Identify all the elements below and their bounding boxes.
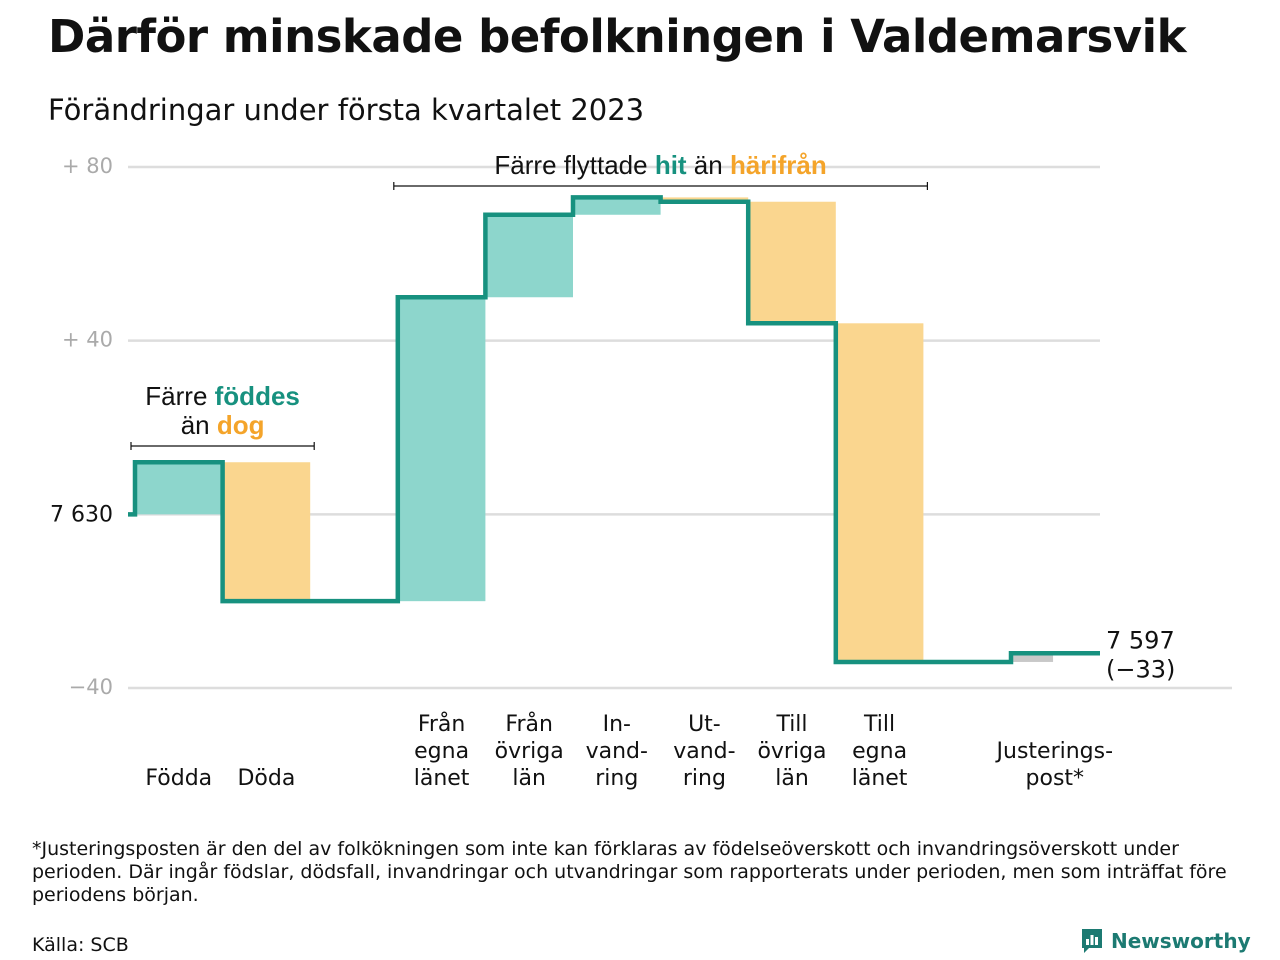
y-tick-label: + 80 <box>62 154 113 178</box>
annotation-segment: Färre flyttade <box>494 150 654 180</box>
category-label: Justerings- <box>995 739 1114 764</box>
newsworthy-icon <box>1082 929 1102 953</box>
bar-adjustment <box>1011 653 1054 662</box>
brand-name: Newsworthy <box>1111 929 1251 953</box>
category-label: län <box>512 766 546 791</box>
category-label: ring <box>683 766 726 791</box>
annotation-segment: än <box>687 150 730 180</box>
category-label: övriga <box>757 739 826 764</box>
category-label: länet <box>852 766 908 791</box>
chart-subtitle: Förändringar under första kvartalet 2023 <box>48 93 645 127</box>
category-label: län <box>775 766 809 791</box>
category-label: Ut- <box>688 712 721 737</box>
footnote: *Justeringsposten är den del av folkökni… <box>32 838 1227 906</box>
bar-decrease <box>835 323 924 662</box>
bar-decrease <box>222 462 311 602</box>
y-tick-label: −40 <box>69 675 113 699</box>
end-change-label: (−33) <box>1106 655 1175 683</box>
category-label: egna <box>414 739 469 764</box>
chart-title: Därför minskade befolkningen i Valdemars… <box>48 10 1187 63</box>
annotation-segment: dog <box>217 410 265 440</box>
annotation-segment: härifrån <box>730 150 827 180</box>
annotation-segment: föddes <box>215 381 300 411</box>
category-label: vand- <box>586 739 648 764</box>
bar-increase <box>397 297 486 602</box>
category-label: Till <box>863 712 895 737</box>
category-label: övriga <box>495 739 564 764</box>
annotation-text: Färre föddes <box>145 381 300 411</box>
bar-increase <box>135 462 223 515</box>
category-label: Till <box>775 712 807 737</box>
annotation-text: än dog <box>181 410 265 440</box>
category-label: egna <box>852 739 907 764</box>
bar-decrease <box>748 201 836 324</box>
category-label: länet <box>414 766 470 791</box>
start-value-label: 7 630 <box>50 502 113 527</box>
annotation-text: Färre flyttade hit än härifrån <box>494 150 826 180</box>
brand-logo: Newsworthy <box>1080 928 1251 954</box>
category-label: Från <box>505 711 553 737</box>
category-label: Från <box>418 711 466 737</box>
source-label: Källa: SCB <box>32 934 129 956</box>
category-label: ring <box>595 766 638 791</box>
cumulative-line <box>128 195 1100 665</box>
category-label: Födda <box>145 766 212 791</box>
annotation-segment: än <box>181 410 217 440</box>
annotation-segment: hit <box>655 150 687 180</box>
category-label: In- <box>603 712 631 737</box>
annotation-segment: Färre <box>145 381 214 411</box>
category-label: vand- <box>673 739 735 764</box>
y-tick-label: + 40 <box>62 328 113 352</box>
end-value-label: 7 597 <box>1106 626 1175 654</box>
category-label: post* <box>1026 766 1085 791</box>
bar-increase <box>485 214 573 298</box>
category-label: Döda <box>237 766 295 791</box>
bar-increase <box>573 197 661 215</box>
